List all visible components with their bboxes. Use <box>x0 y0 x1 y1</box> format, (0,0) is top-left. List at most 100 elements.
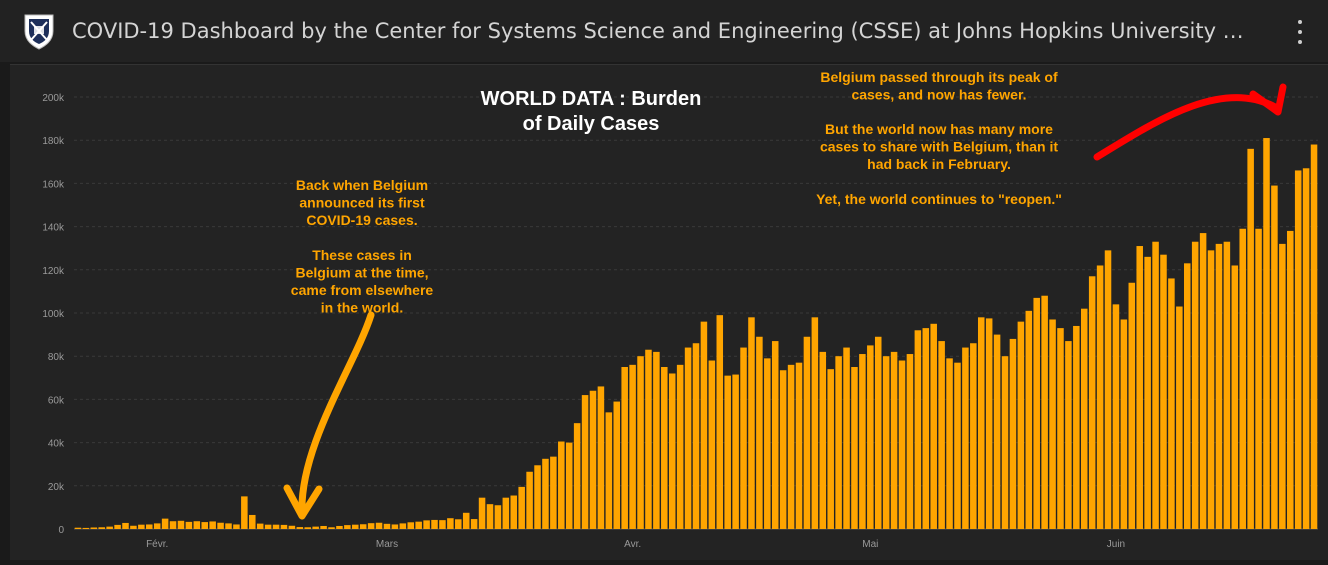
bar[interactable] <box>1025 310 1033 529</box>
bar[interactable] <box>938 341 945 529</box>
bar[interactable] <box>1009 338 1017 529</box>
bar[interactable] <box>359 524 367 529</box>
bar[interactable] <box>859 354 866 529</box>
bar[interactable] <box>1001 356 1009 529</box>
bar[interactable] <box>1279 243 1286 529</box>
bar[interactable] <box>423 520 430 529</box>
bar[interactable] <box>153 523 161 529</box>
bar[interactable] <box>233 524 240 529</box>
bar[interactable] <box>367 523 375 529</box>
bar[interactable] <box>288 525 296 529</box>
bar[interactable] <box>977 317 985 529</box>
bar[interactable] <box>1128 282 1136 529</box>
bar[interactable] <box>914 330 922 529</box>
bar[interactable] <box>138 524 145 529</box>
bar[interactable] <box>470 519 478 529</box>
bar[interactable] <box>304 527 311 529</box>
bar[interactable] <box>169 521 177 529</box>
bar[interactable] <box>225 523 232 529</box>
bar[interactable] <box>906 354 914 529</box>
bar[interactable] <box>1176 306 1183 529</box>
bar[interactable] <box>732 374 739 529</box>
bar[interactable] <box>827 369 834 529</box>
bar[interactable] <box>993 334 1001 529</box>
bar[interactable] <box>835 356 842 529</box>
bar[interactable] <box>399 523 407 529</box>
bar[interactable] <box>613 401 621 529</box>
bar[interactable] <box>1255 228 1262 529</box>
bar[interactable] <box>1168 278 1175 529</box>
bar[interactable] <box>1041 295 1048 529</box>
bar[interactable] <box>407 522 415 529</box>
bar[interactable] <box>985 318 993 529</box>
bar[interactable] <box>1136 246 1143 530</box>
bar[interactable] <box>605 412 613 529</box>
bar[interactable] <box>328 527 335 529</box>
bar[interactable] <box>684 347 692 529</box>
bar[interactable] <box>930 323 937 529</box>
bar[interactable] <box>621 367 628 529</box>
bar[interactable] <box>962 347 969 529</box>
bar[interactable] <box>890 351 898 529</box>
bar[interactable] <box>1096 265 1104 529</box>
bar[interactable] <box>296 527 304 529</box>
bar[interactable] <box>462 512 470 529</box>
bar[interactable] <box>82 527 90 529</box>
bar[interactable] <box>954 362 961 529</box>
bar[interactable] <box>312 526 319 529</box>
bar[interactable] <box>970 343 977 529</box>
bar[interactable] <box>629 364 636 529</box>
bar[interactable] <box>431 519 438 529</box>
bar[interactable] <box>1080 308 1088 529</box>
bar[interactable] <box>764 358 771 529</box>
bar[interactable] <box>1191 241 1199 529</box>
bar[interactable] <box>74 527 82 529</box>
bar[interactable] <box>249 514 256 529</box>
bar[interactable] <box>272 524 280 529</box>
bar[interactable] <box>1199 233 1207 529</box>
bar[interactable] <box>740 347 747 529</box>
bar[interactable] <box>510 495 518 529</box>
bar[interactable] <box>661 367 668 529</box>
bar[interactable] <box>320 525 327 529</box>
bar[interactable] <box>114 524 121 529</box>
bar[interactable] <box>352 524 359 529</box>
bar[interactable] <box>1207 250 1215 530</box>
bar[interactable] <box>447 518 454 529</box>
bar[interactable] <box>391 524 399 529</box>
bar[interactable] <box>526 471 533 529</box>
bar[interactable] <box>161 518 169 529</box>
bar[interactable] <box>1112 304 1120 529</box>
more-vertical-icon[interactable] <box>1290 16 1310 48</box>
bar[interactable] <box>90 527 98 529</box>
bar[interactable] <box>1263 138 1270 529</box>
bar[interactable] <box>336 525 343 529</box>
bar[interactable] <box>756 336 763 529</box>
bar[interactable] <box>146 524 153 529</box>
bar[interactable] <box>494 505 502 529</box>
bar[interactable] <box>748 317 755 529</box>
bar[interactable] <box>724 375 731 529</box>
bar[interactable] <box>811 317 819 529</box>
bar[interactable] <box>130 525 137 529</box>
bar[interactable] <box>383 523 391 529</box>
bar[interactable] <box>98 527 105 529</box>
bar[interactable] <box>1271 185 1278 529</box>
bar[interactable] <box>771 341 779 529</box>
bar[interactable] <box>1144 256 1151 529</box>
bar[interactable] <box>653 351 660 529</box>
bar[interactable] <box>708 360 716 529</box>
bar[interactable] <box>581 395 589 529</box>
bar[interactable] <box>668 373 676 529</box>
bar[interactable] <box>558 441 565 529</box>
bar[interactable] <box>106 526 113 529</box>
bar[interactable] <box>1073 325 1080 529</box>
bar[interactable] <box>518 486 525 529</box>
bar[interactable] <box>1160 254 1167 529</box>
bar[interactable] <box>486 504 494 529</box>
bar[interactable] <box>264 524 272 529</box>
bar[interactable] <box>565 442 573 529</box>
bar[interactable] <box>1065 341 1072 529</box>
bar[interactable] <box>1310 144 1318 529</box>
bar[interactable] <box>1049 319 1056 529</box>
